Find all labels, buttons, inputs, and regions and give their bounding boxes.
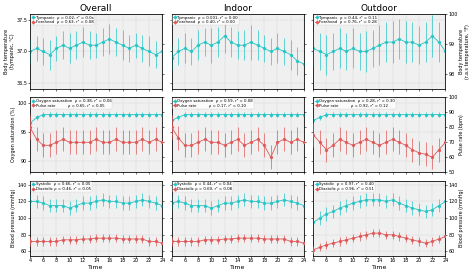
Title: Indoor: Indoor <box>223 4 252 13</box>
Legend: Systolic  ρ = 0.66, r² = 0.05, Diastolic ρ = 0.46, r² = 0.05: Systolic ρ = 0.66, r² = 0.05, Diastolic … <box>31 181 91 192</box>
Y-axis label: Body temperature
(tympanic, °C): Body temperature (tympanic, °C) <box>4 29 15 74</box>
Y-axis label: Oxygen saturation (%): Oxygen saturation (%) <box>11 107 17 162</box>
X-axis label: Time: Time <box>230 265 246 270</box>
Legend: Oxygen saturation  ρ = 0.28, r² = 0.30, Pulse rate          ρ = 0.92, r² = 0.12: Oxygen saturation ρ = 0.28, r² = 0.30, P… <box>314 98 396 109</box>
Legend: Tympanic  ρ = 0.44, r² = 0.11, Forehead  ρ = 0.76, r² = 0.28: Tympanic ρ = 0.44, r² = 0.11, Forehead ρ… <box>314 15 378 25</box>
X-axis label: Time: Time <box>89 265 104 270</box>
Legend: Tympanic  ρ = 0.02, r² = 0.0s, Forehead  ρ = 0.63, r² = 0.08: Tympanic ρ = 0.02, r² = 0.0s, Forehead ρ… <box>31 15 94 25</box>
Y-axis label: Blood pressure (mmHg): Blood pressure (mmHg) <box>11 189 17 247</box>
Legend: Systolic  ρ = 0.97, r² = 0.40, Diastolic ρ = 0.96, r² = 0.51: Systolic ρ = 0.97, r² = 0.40, Diastolic … <box>314 181 375 192</box>
X-axis label: Time: Time <box>372 265 387 270</box>
Y-axis label: Blood pressure (mmHg): Blood pressure (mmHg) <box>459 189 464 247</box>
Y-axis label: Body temperature
(r.a.s temperature, °F): Body temperature (r.a.s temperature, °F) <box>459 24 470 79</box>
Y-axis label: Pulse rate (bpm): Pulse rate (bpm) <box>459 115 464 155</box>
Legend: Systolic  ρ = 0.44, r² = 0.04, Diastolic ρ = 0.69, r² = 0.08: Systolic ρ = 0.44, r² = 0.04, Diastolic … <box>173 181 233 192</box>
Legend: Oxygen saturation  ρ = 0.59, r² = 0.08, Pulse rate          ρ = 0.17, r² = 0.10: Oxygen saturation ρ = 0.59, r² = 0.08, P… <box>173 98 254 109</box>
Title: Outdoor: Outdoor <box>361 4 398 13</box>
Title: Overall: Overall <box>80 4 112 13</box>
Legend: Oxygen saturation  ρ = 0.38, r² = 0.06, Pulse rate          ρ = 0.65, r² = 0.05: Oxygen saturation ρ = 0.38, r² = 0.06, P… <box>31 98 112 109</box>
Legend: Tympanic  ρ = 0.001, r² = 0.00, Forehead  ρ = 0.40, r² = 0.00: Tympanic ρ = 0.001, r² = 0.00, Forehead … <box>173 15 239 25</box>
